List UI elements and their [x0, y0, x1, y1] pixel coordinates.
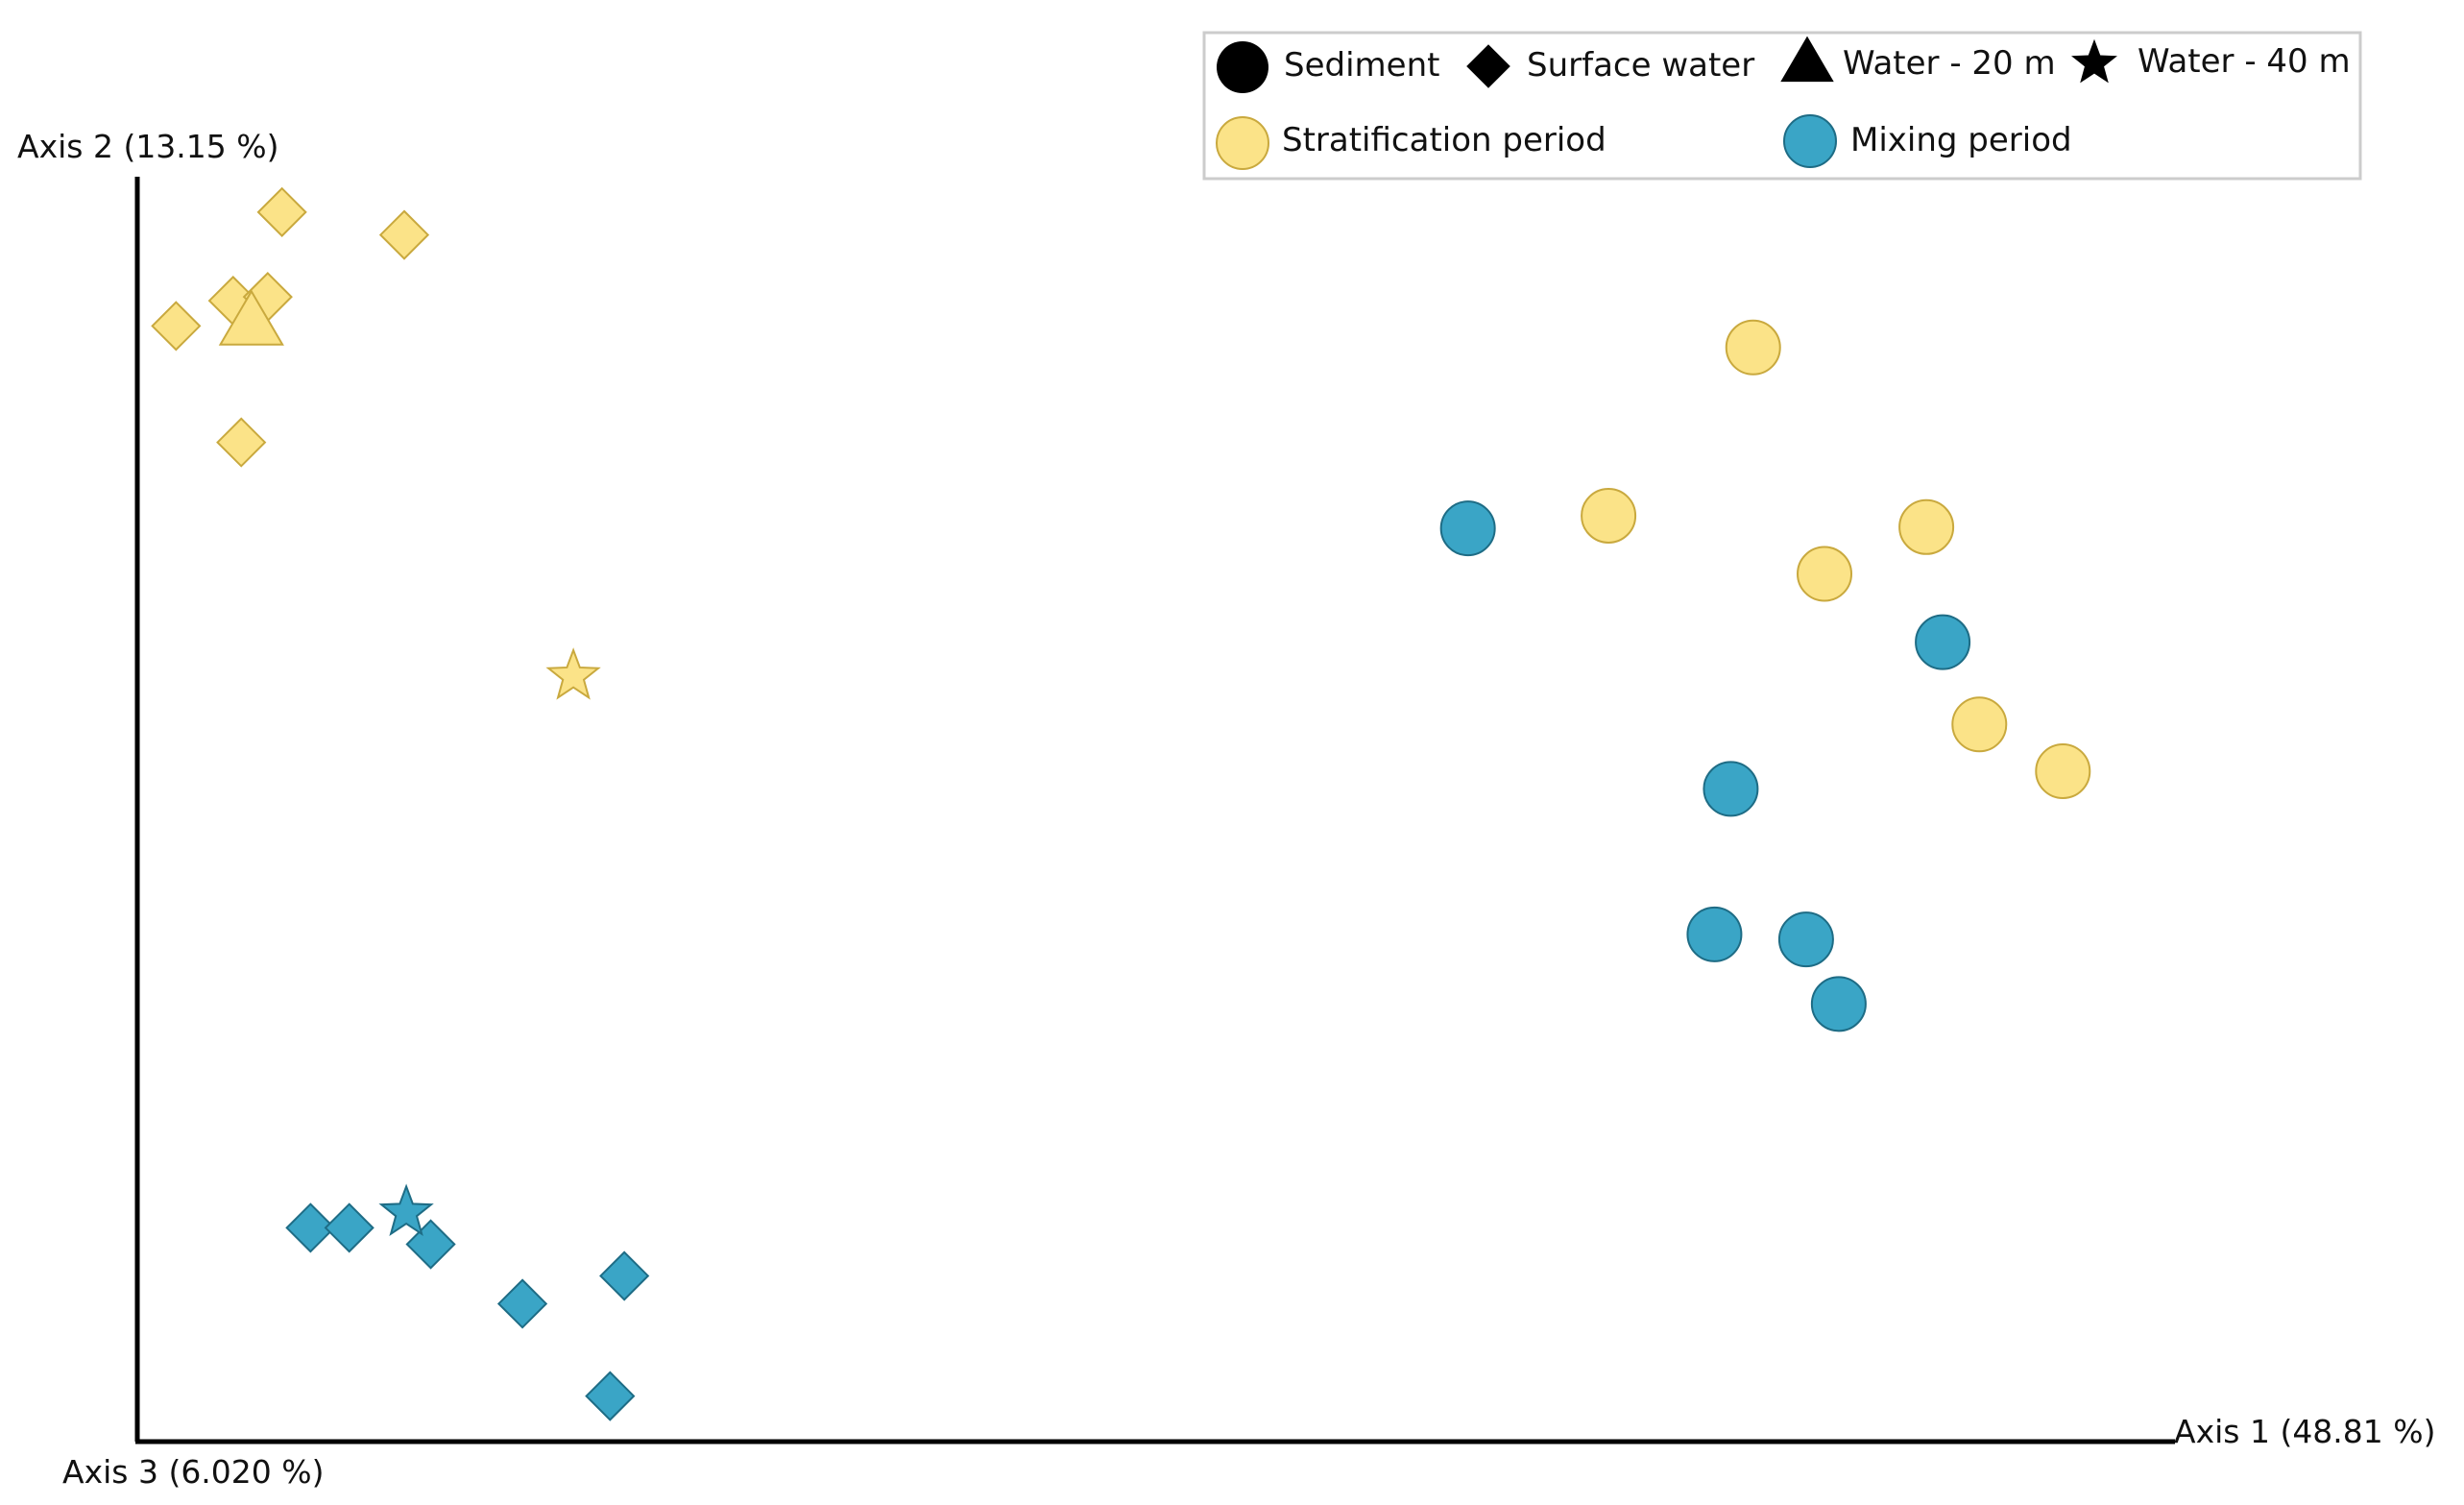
legend-label-sediment: Sediment — [1284, 46, 1439, 85]
mixing-diamond-point — [585, 1371, 636, 1421]
mixing-diamond-point — [496, 1278, 548, 1329]
legend-sediment-icon — [1217, 41, 1268, 93]
legend-water-20m-icon — [1780, 36, 1834, 83]
stratification-diamond-point — [216, 417, 267, 468]
stratification-circle-point — [1951, 696, 2008, 753]
legend-stratification-swatch-icon — [1216, 116, 1269, 170]
stratification-diamond-point — [378, 209, 430, 260]
stratification-circle-point — [1898, 498, 1955, 555]
mixing-diamond-point — [599, 1250, 650, 1301]
legend-icons — [1216, 36, 2117, 170]
mixing-circle-point — [1703, 761, 1759, 817]
mixing-star-point — [378, 1183, 434, 1237]
mixing-circle-point — [1439, 500, 1496, 557]
legend-label-mixing: Mixing period — [1850, 121, 2072, 159]
stratification-diamond-point — [151, 301, 202, 352]
legend: Sediment Surface water Water - 20 m Wate… — [1202, 31, 2362, 181]
stratification-triangle-point — [218, 289, 284, 346]
legend-label-water-20m: Water - 20 m — [1843, 44, 2056, 83]
stratification-circle-point — [1725, 319, 1781, 376]
legend-box — [1202, 31, 2362, 181]
mixing-circle-point — [1915, 614, 1971, 670]
legend-surface-water-icon — [1466, 44, 1510, 88]
z-axis-title: Axis 3 (6.020 %) — [62, 1453, 325, 1491]
stratification-circle-point — [1797, 546, 1853, 602]
mixing-circle-point — [1810, 976, 1867, 1032]
stratification-circle-point — [1581, 487, 1637, 544]
mixing-circle-point — [1777, 911, 1834, 968]
legend-label-stratification: Stratification period — [1282, 121, 1606, 159]
legend-label-surface-water: Surface water — [1527, 46, 1754, 85]
y-axis-title: Axis 2 (13.15 %) — [17, 128, 279, 165]
stratification-diamond-point — [256, 186, 307, 237]
mixing-circle-point — [1686, 906, 1743, 962]
legend-label-water-40m: Water - 40 m — [2138, 42, 2351, 81]
legend-mixing-swatch-icon — [1783, 114, 1837, 168]
legend-water-40m-icon — [2071, 38, 2117, 84]
stratification-circle-point — [2035, 742, 2091, 799]
stratification-star-point — [545, 647, 601, 700]
mixing-diamond-point — [324, 1202, 374, 1253]
mixing-diamond-point — [285, 1202, 336, 1253]
x-axis-title: Axis 1 (48.81 %) — [2174, 1413, 2436, 1450]
data-points — [151, 186, 2091, 1421]
